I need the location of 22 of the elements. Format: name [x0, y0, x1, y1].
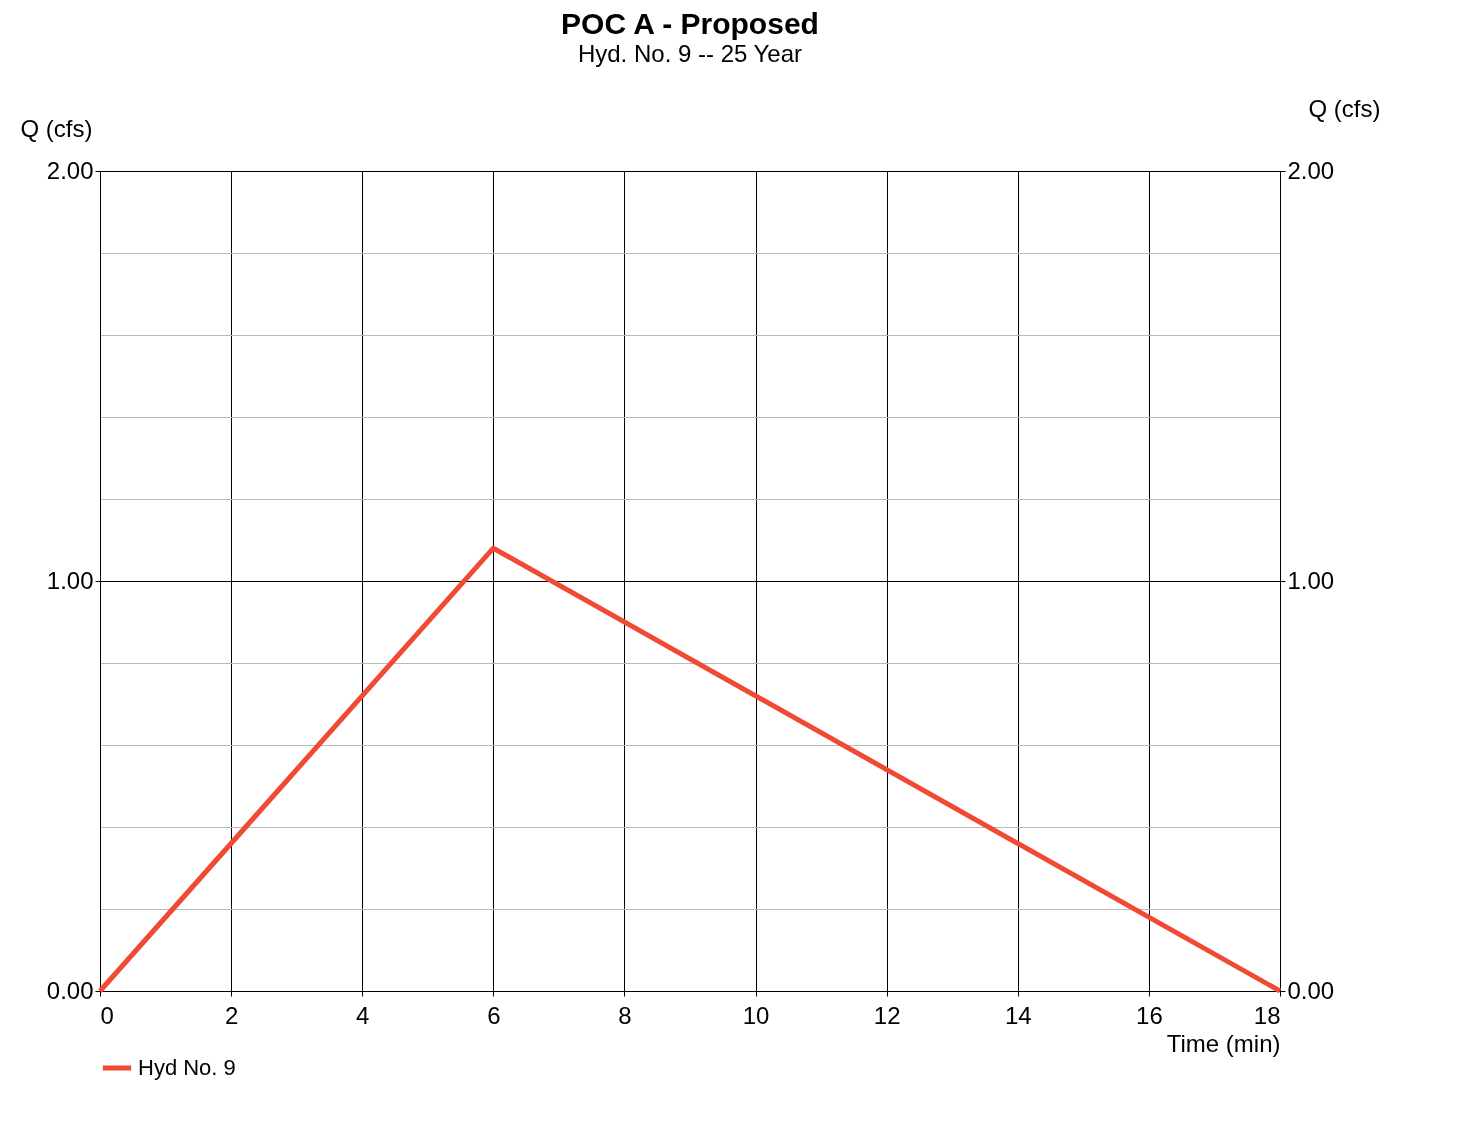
x-tick-label: 4 — [356, 1001, 370, 1029]
y2-tick-label: 0.00 — [1287, 976, 1335, 1004]
x-tick-label: 10 — [742, 1001, 770, 1029]
y-axis-title: Q (cfs) — [20, 114, 93, 142]
x-tick-label: 14 — [1004, 1001, 1032, 1029]
x-tick-label: 2 — [224, 1001, 239, 1029]
legend-label: Hyd No. 9 — [138, 1055, 236, 1080]
x-tick-label: 16 — [1136, 1001, 1163, 1029]
x-tick-label: 18 — [1253, 1001, 1281, 1029]
y-tick-label: 0.00 — [46, 976, 94, 1004]
y2-tick-label: 2.00 — [1287, 156, 1335, 184]
y2-axis-title: Q (cfs) — [1308, 94, 1381, 122]
x-axis-title: Time (min) — [1166, 1029, 1281, 1057]
x-tick-label: 0 — [100, 1001, 114, 1029]
y-tick-label: 2.00 — [46, 156, 94, 184]
chart-title: POC A - Proposed — [561, 7, 819, 40]
x-tick-label: 6 — [487, 1001, 501, 1029]
y2-tick-label: 1.00 — [1287, 566, 1335, 594]
x-tick-label: 8 — [618, 1001, 632, 1029]
x-tick-label: 12 — [873, 1001, 901, 1029]
chart-subtitle: Hyd. No. 9 -- 25 Year — [577, 40, 803, 67]
y-tick-label: 1.00 — [46, 566, 94, 594]
